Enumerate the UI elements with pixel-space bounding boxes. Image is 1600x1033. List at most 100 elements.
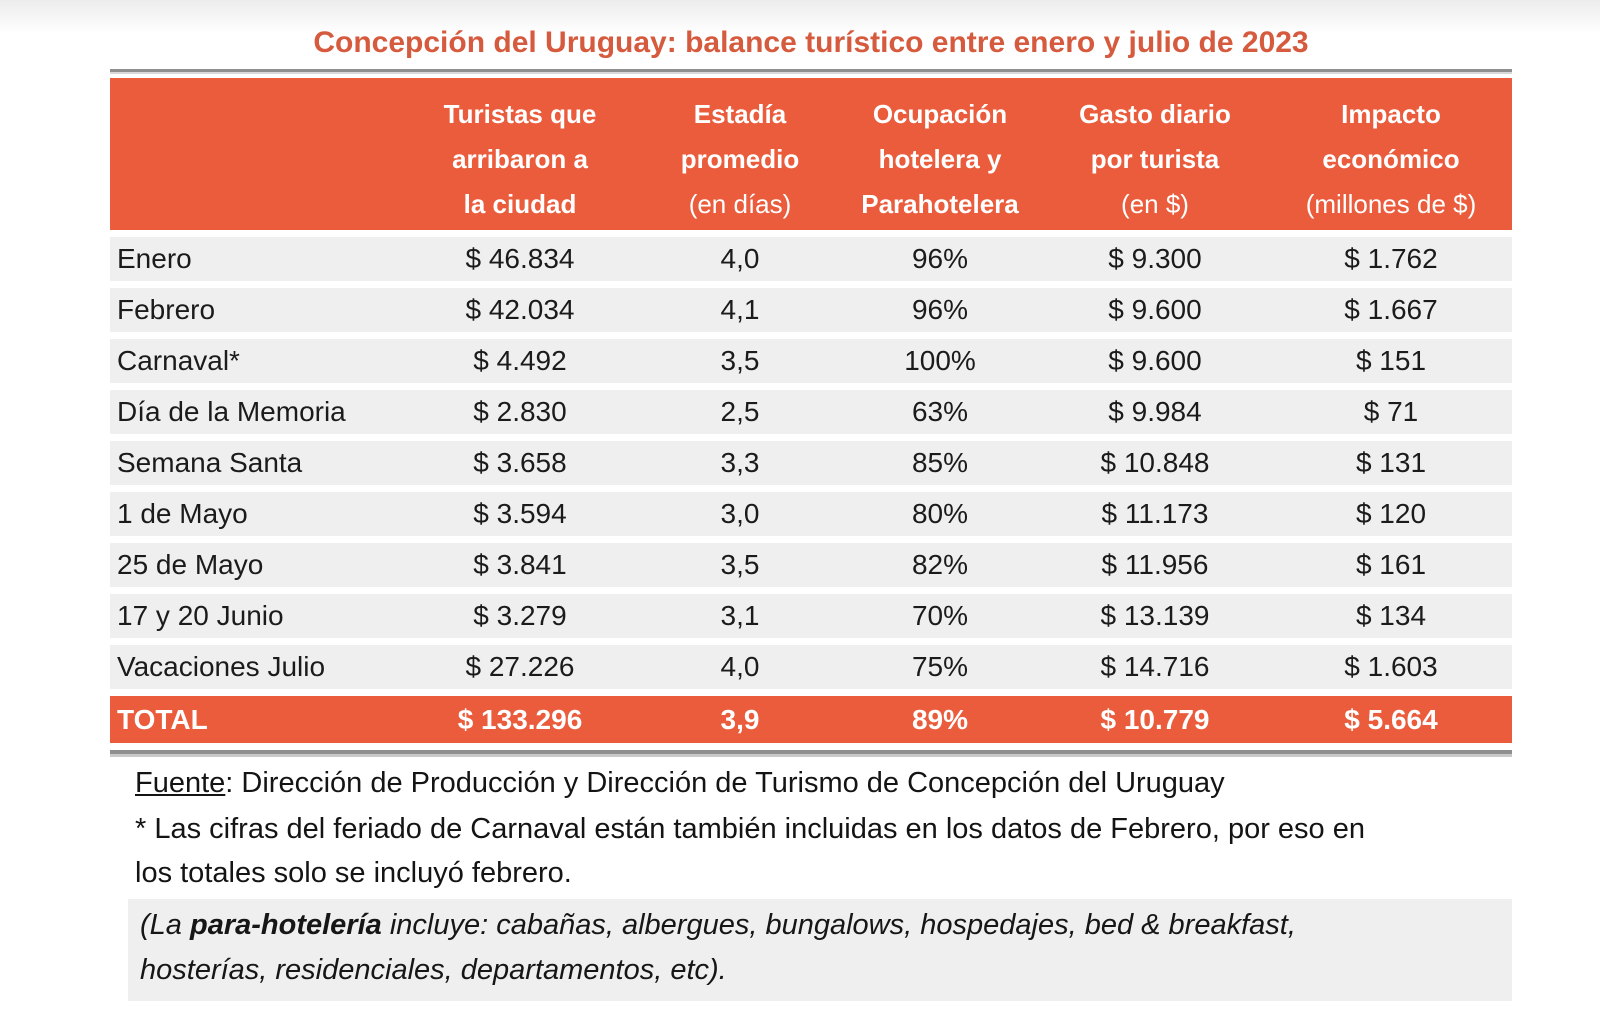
table-cell: 96% <box>911 294 969 325</box>
table-row: 17 y 20 Junio $ 3.279 3,1 70% $ 13.139 $ 134 <box>110 594 1512 638</box>
table-cell: $ 10.848 <box>1100 447 1210 478</box>
table-cell: 75% <box>911 651 969 682</box>
table-row: Febrero $ 42.034 4,1 96% $ 9.600 $ 1.667 <box>110 288 1512 332</box>
table-row: 25 de Mayo $ 3.841 3,5 82% $ 11.956 $ 161 <box>110 543 1512 587</box>
footnotes: Fuente: Dirección de Producción y Direcc… <box>110 760 1512 1001</box>
column-header-line: Ocupación <box>872 99 1008 129</box>
table-cell: $ 9.600 <box>1108 345 1202 376</box>
table-cell: 3,5 <box>720 549 760 580</box>
column-header-line: Parahotelera <box>861 189 1019 219</box>
parahoteleria-note: (La para-hotelería incluye: cabañas, alb… <box>128 899 1512 1001</box>
table-row: Vacaciones Julio $ 27.226 4,0 75% $ 14.716 $ … <box>110 645 1512 689</box>
column-header: Estadía promedio (en días) <box>640 92 840 230</box>
table-header-row: Turistas que arribaron a la ciudad Estadía p… <box>110 78 1512 230</box>
table-cell: $ 2.830 <box>473 396 567 427</box>
table-cell: 82% <box>911 549 969 580</box>
table-cell: 4,1 <box>720 294 760 325</box>
table-cell: 63% <box>911 396 969 427</box>
table-cell: 4,0 <box>720 243 760 274</box>
column-header-line: (millones de $) <box>1305 189 1477 219</box>
row-label: Vacaciones Julio <box>117 651 326 682</box>
table-row: Enero $ 46.834 4,0 96% $ 9.300 $ 1.762 <box>110 237 1512 281</box>
table-cell: $ 11.956 <box>1101 549 1209 580</box>
row-label: Febrero <box>117 294 216 325</box>
table-cell: $ 5.664 <box>1344 703 1438 735</box>
table-cell: 96% <box>911 243 969 274</box>
table-row: Semana Santa $ 3.658 3,3 85% $ 10.848 $ 131 <box>110 441 1512 485</box>
table-cell: 80% <box>911 498 969 529</box>
table-cell: 3,9 <box>720 703 760 735</box>
table-body: Enero $ 46.834 4,0 96% $ 9.300 $ 1.762 Febrero… <box>110 237 1512 689</box>
table-cell: $ 9.300 <box>1108 243 1202 274</box>
table-cell: 3,0 <box>720 498 760 529</box>
table-cell: $ 134 <box>1355 600 1427 631</box>
row-label: Carnaval* <box>117 345 240 376</box>
table-cell: $ 10.779 <box>1100 703 1210 735</box>
row-label: 17 y 20 Junio <box>117 600 284 631</box>
row-label: 1 de Mayo <box>117 498 248 529</box>
table-cell: $ 151 <box>1355 345 1427 376</box>
table-cell: $ 3.658 <box>473 447 567 478</box>
table-cell: $ 3.841 <box>473 549 567 580</box>
table-cell: $ 4.492 <box>473 345 567 376</box>
table-row: 1 de Mayo $ 3.594 3,0 80% $ 11.173 $ 120 <box>110 492 1512 536</box>
table-cell: $ 13.139 <box>1100 600 1210 631</box>
column-header-line: por turista <box>1090 144 1220 174</box>
table-cell: $ 1.762 <box>1344 243 1438 274</box>
carnaval-footnote-line2: los totales solo se incluyó febrero. <box>135 857 572 889</box>
source-text: : Dirección de Producción y Dirección de… <box>225 767 1225 799</box>
row-label: Día de la Memoria <box>117 396 346 427</box>
table-row: Día de la Memoria $ 2.830 2,5 63% $ 9.984 $ 7… <box>110 390 1512 434</box>
table-cell: $ 3.594 <box>473 498 567 529</box>
column-header-line: arribaron a <box>452 144 588 174</box>
table-cell: $ 46.834 <box>465 243 575 274</box>
column-header-line: hotelera y <box>878 144 1002 174</box>
table-cell: 85% <box>911 447 969 478</box>
table-cell: $ 1.667 <box>1344 294 1438 325</box>
column-header: Gasto diario por turista (en $) <box>1040 92 1270 230</box>
table-cell: $ 161 <box>1355 549 1427 580</box>
table-cell: 70% <box>911 600 969 631</box>
column-header-line: promedio <box>680 144 800 174</box>
table-cell: 3,3 <box>720 447 760 478</box>
row-label: TOTAL <box>117 703 208 735</box>
table-cell: $ 9.984 <box>1108 396 1202 427</box>
column-header-line: Impacto <box>1341 99 1441 129</box>
table-cell: $ 3.279 <box>473 600 567 631</box>
table-cell: $ 9.600 <box>1108 294 1202 325</box>
table-cell: $ 131 <box>1355 447 1427 478</box>
table-cell: $ 27.226 <box>465 651 575 682</box>
row-label: 25 de Mayo <box>117 549 264 580</box>
source-label: Fuente <box>135 767 226 799</box>
row-label: Enero <box>117 243 192 274</box>
column-header: Turistas que arribaron a la ciudad <box>400 92 640 230</box>
column-header-line: (en $) <box>1121 189 1189 219</box>
column-header: Ocupación hotelera y Parahotelera <box>840 92 1040 230</box>
page-top-fade <box>0 0 1600 34</box>
table-row: Carnaval* $ 4.492 3,5 100% $ 9.600 $ 151 <box>110 339 1512 383</box>
table-cell: $ 1.603 <box>1344 651 1438 682</box>
column-header: Impacto económico (millones de $) <box>1270 92 1512 230</box>
column-header-line: la ciudad <box>463 189 577 219</box>
table-cell: 89% <box>911 703 969 735</box>
table-cell: 2,5 <box>720 396 760 427</box>
table-cell: 4,0 <box>720 651 760 682</box>
parahoteleria-note-term: para-hotelería <box>189 909 382 941</box>
column-header <box>110 92 400 230</box>
table-cell: $ 133.296 <box>457 703 583 735</box>
table-cell: $ 14.716 <box>1100 651 1210 682</box>
carnaval-footnote-line1: * Las cifras del feriado de Carnaval est… <box>135 813 1365 845</box>
table-cell: $ 11.173 <box>1101 498 1209 529</box>
carnaval-footnote: * Las cifras del feriado de Carnaval est… <box>110 807 1512 895</box>
column-header-line: económico <box>1322 144 1460 174</box>
row-label: Semana Santa <box>117 447 303 478</box>
divider-top <box>110 69 1512 74</box>
column-header-line: Turistas que <box>443 99 597 129</box>
table-cell: $ 120 <box>1355 498 1427 529</box>
total-row: TOTAL $ 133.296 3,9 89% $ 10.779 $ 5.664 <box>110 696 1512 743</box>
page-title: Concepción del Uruguay: balance turístic… <box>313 26 1309 59</box>
parahoteleria-note-prefix: (La <box>140 909 190 941</box>
divider-bottom <box>110 750 1512 757</box>
source-note: Fuente: Dirección de Producción y Direcc… <box>110 760 1512 807</box>
parahoteleria-note-line2: hosterías, residenciales, departamentos,… <box>140 954 727 986</box>
